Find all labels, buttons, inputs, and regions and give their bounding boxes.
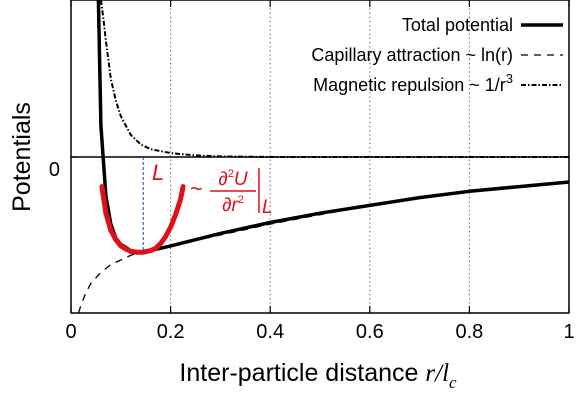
legend-label-magnetic-text: Magnetic repulsion ~ 1/r xyxy=(313,75,506,95)
annotation-den-partial: ∂ xyxy=(222,195,231,216)
x-axis-label: Inter-particle distance r/lc xyxy=(179,359,457,392)
series-line-2 xyxy=(99,0,569,158)
annotation-tilde: ~ xyxy=(190,176,203,201)
legend-label-magnetic: Magnetic repulsion ~ 1/r3 xyxy=(313,71,513,95)
legend-label-total: Total potential xyxy=(402,15,513,35)
minimum-fit-curve xyxy=(99,184,186,255)
y-tick-label-0: 0 xyxy=(49,159,60,181)
x-axis-label-slash: / xyxy=(433,360,444,387)
legend-entry-capillary: Capillary attraction ~ ln(r) xyxy=(311,45,563,65)
legend-entry-total: Total potential xyxy=(402,15,563,35)
tick-layer: 0 0.2 0.4 0.6 0.8 1 0 xyxy=(49,0,575,343)
legend-label-magnetic-sup: 3 xyxy=(506,71,513,86)
annotation-numerator: ∂2U xyxy=(218,168,248,190)
x-tick-label-4: 0.8 xyxy=(455,321,483,343)
annotation-num-partial: ∂ xyxy=(218,169,227,190)
x-axis-label-prefix: Inter-particle distance xyxy=(179,359,425,387)
annotation-den-r: r xyxy=(231,195,238,216)
legend-label-capillary: Capillary attraction ~ ln(r) xyxy=(311,45,513,65)
annotation-num-U: U xyxy=(234,169,248,190)
curvature-annotation: ~ ∂2U ∂r2 L xyxy=(190,168,273,218)
annotation-num-sup: 2 xyxy=(228,168,234,180)
annotation-denominator: ∂r2 xyxy=(222,194,244,216)
x-tick-label-2: 0.4 xyxy=(256,321,284,343)
annotation-eval-sub: L xyxy=(262,197,273,218)
x-axis-label-subscript: c xyxy=(449,373,457,392)
y-axis-label: Potentials xyxy=(8,102,36,212)
legend: Total potential Capillary attraction ~ l… xyxy=(311,15,563,95)
legend-entry-magnetic: Magnetic repulsion ~ 1/r3 xyxy=(313,71,563,95)
minimum-label: L xyxy=(152,160,164,185)
x-tick-label-0: 0 xyxy=(65,321,76,343)
x-tick-label-1: 0.2 xyxy=(157,321,185,343)
x-tick-label-3: 0.6 xyxy=(356,321,384,343)
minimum-fit-layer xyxy=(99,157,186,255)
x-axis-label-l: l xyxy=(442,360,449,387)
x-tick-label-5: 1 xyxy=(563,321,574,343)
series-line-0 xyxy=(96,0,570,254)
x-axis-label-r: r xyxy=(425,360,435,387)
annotation-den-sup: 2 xyxy=(238,194,244,206)
